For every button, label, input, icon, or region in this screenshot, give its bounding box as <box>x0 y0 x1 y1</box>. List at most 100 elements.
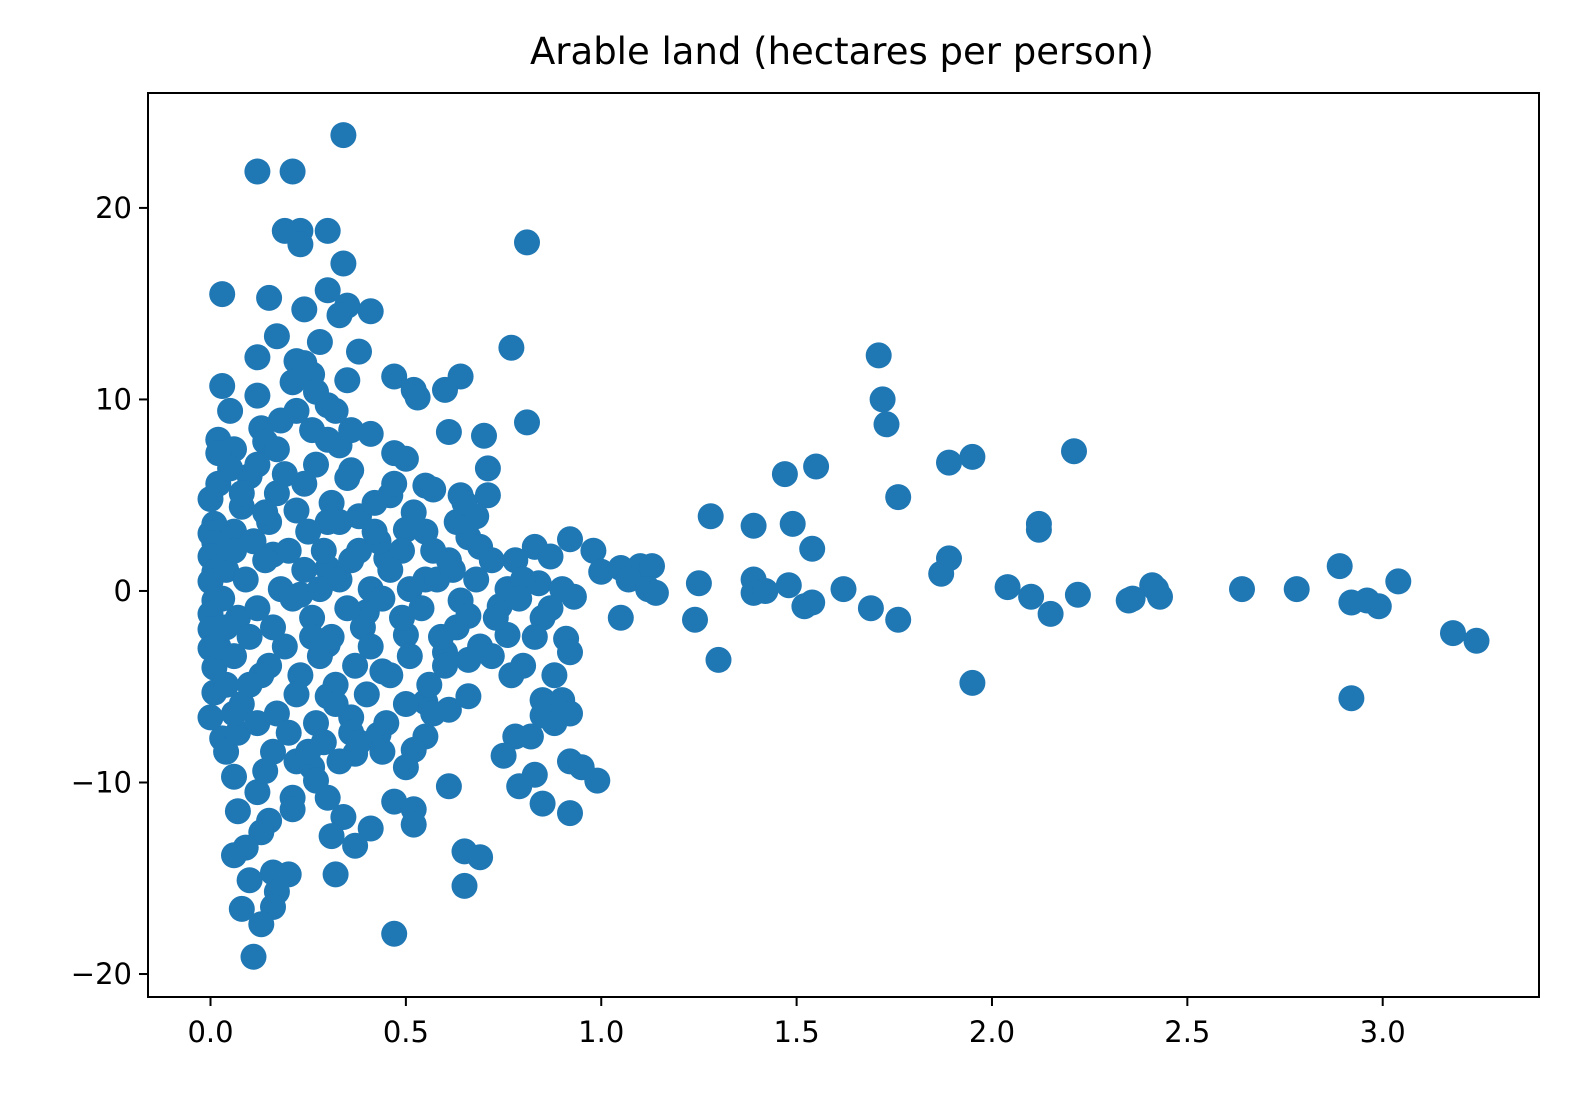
data-point <box>361 518 388 545</box>
data-point <box>885 606 912 633</box>
y-tick-label: 20 <box>95 191 132 225</box>
data-point <box>318 823 345 850</box>
data-point <box>1440 620 1466 647</box>
data-point <box>1037 600 1064 627</box>
data-point <box>240 528 267 555</box>
data-point <box>510 652 537 679</box>
plot-frame <box>147 92 1540 998</box>
data-point <box>869 386 896 413</box>
data-point <box>330 122 357 149</box>
data-point <box>346 729 372 756</box>
data-point <box>303 451 329 478</box>
data-point <box>244 382 271 409</box>
data-point <box>775 572 802 599</box>
data-point <box>580 537 607 564</box>
data-point <box>357 298 384 325</box>
data-point <box>221 537 247 564</box>
data-point <box>342 652 369 679</box>
data-point <box>685 570 712 597</box>
data-point <box>248 911 275 938</box>
data-point <box>213 614 240 641</box>
data-point <box>275 719 302 746</box>
data-point <box>357 420 384 447</box>
data-point <box>291 350 318 377</box>
data-point <box>803 453 830 480</box>
data-point <box>271 633 298 660</box>
data-point <box>295 518 322 545</box>
data-point <box>435 419 462 445</box>
data-point <box>299 604 326 631</box>
y-tick-label: 10 <box>95 382 132 416</box>
data-point <box>541 662 568 689</box>
data-point <box>357 633 384 660</box>
data-point <box>1283 576 1310 603</box>
data-point <box>588 558 615 585</box>
data-point <box>326 509 353 535</box>
data-point <box>381 920 408 947</box>
data-point <box>936 449 962 476</box>
x-tick-label: 2.5 <box>1164 1015 1210 1049</box>
data-point <box>326 748 353 775</box>
data-point <box>1025 516 1052 543</box>
data-point <box>537 543 564 570</box>
data-point <box>353 681 380 708</box>
data-point <box>873 411 900 438</box>
data-point <box>451 489 478 516</box>
data-point <box>263 700 290 727</box>
data-point <box>740 512 767 539</box>
data-point <box>322 861 349 888</box>
data-point <box>389 537 415 564</box>
data-point <box>306 329 333 355</box>
data-point <box>209 585 236 612</box>
data-point <box>217 397 244 424</box>
data-point <box>334 595 361 622</box>
data-point <box>517 723 544 750</box>
data-point <box>467 844 494 871</box>
data-point <box>338 417 365 444</box>
data-point <box>435 773 462 800</box>
data-point <box>252 499 279 526</box>
data-point <box>994 574 1021 601</box>
data-point <box>482 604 509 631</box>
x-axis: 0.0 0.5 1.0 1.5 2.0 2.5 3.0 <box>187 997 1406 1049</box>
data-point <box>392 754 419 781</box>
data-point <box>1119 585 1146 612</box>
data-point <box>381 788 408 815</box>
data-point <box>213 671 240 698</box>
data-point <box>498 334 525 361</box>
y-tick-label: 0 <box>114 574 132 608</box>
data-point <box>303 378 329 405</box>
data-point <box>291 470 318 497</box>
data-point <box>490 742 517 769</box>
data-point <box>1463 627 1490 654</box>
data-point <box>830 576 857 603</box>
data-point <box>314 426 341 453</box>
data-point <box>537 595 564 622</box>
data-point <box>549 576 576 603</box>
data-point <box>432 652 458 679</box>
data-point <box>283 397 310 424</box>
data-point <box>1365 593 1392 620</box>
data-point <box>291 296 318 323</box>
data-point <box>478 547 505 574</box>
data-point <box>392 691 419 717</box>
data-point <box>330 250 357 277</box>
x-tick-label: 3.0 <box>1360 1015 1406 1049</box>
x-tick-label: 0.0 <box>187 1015 233 1049</box>
data-point <box>314 277 341 304</box>
data-point <box>279 796 306 823</box>
data-point <box>346 338 372 365</box>
data-point <box>416 671 443 698</box>
data-point <box>256 284 283 311</box>
data-point <box>236 623 263 650</box>
data-point <box>357 815 384 842</box>
data-point <box>221 643 247 670</box>
data-point <box>279 369 306 396</box>
data-point <box>521 623 548 650</box>
data-point <box>455 683 482 710</box>
data-point <box>252 758 279 784</box>
data-point <box>221 518 247 545</box>
data-point <box>244 344 271 371</box>
data-point <box>682 606 708 633</box>
data-point <box>244 158 271 185</box>
